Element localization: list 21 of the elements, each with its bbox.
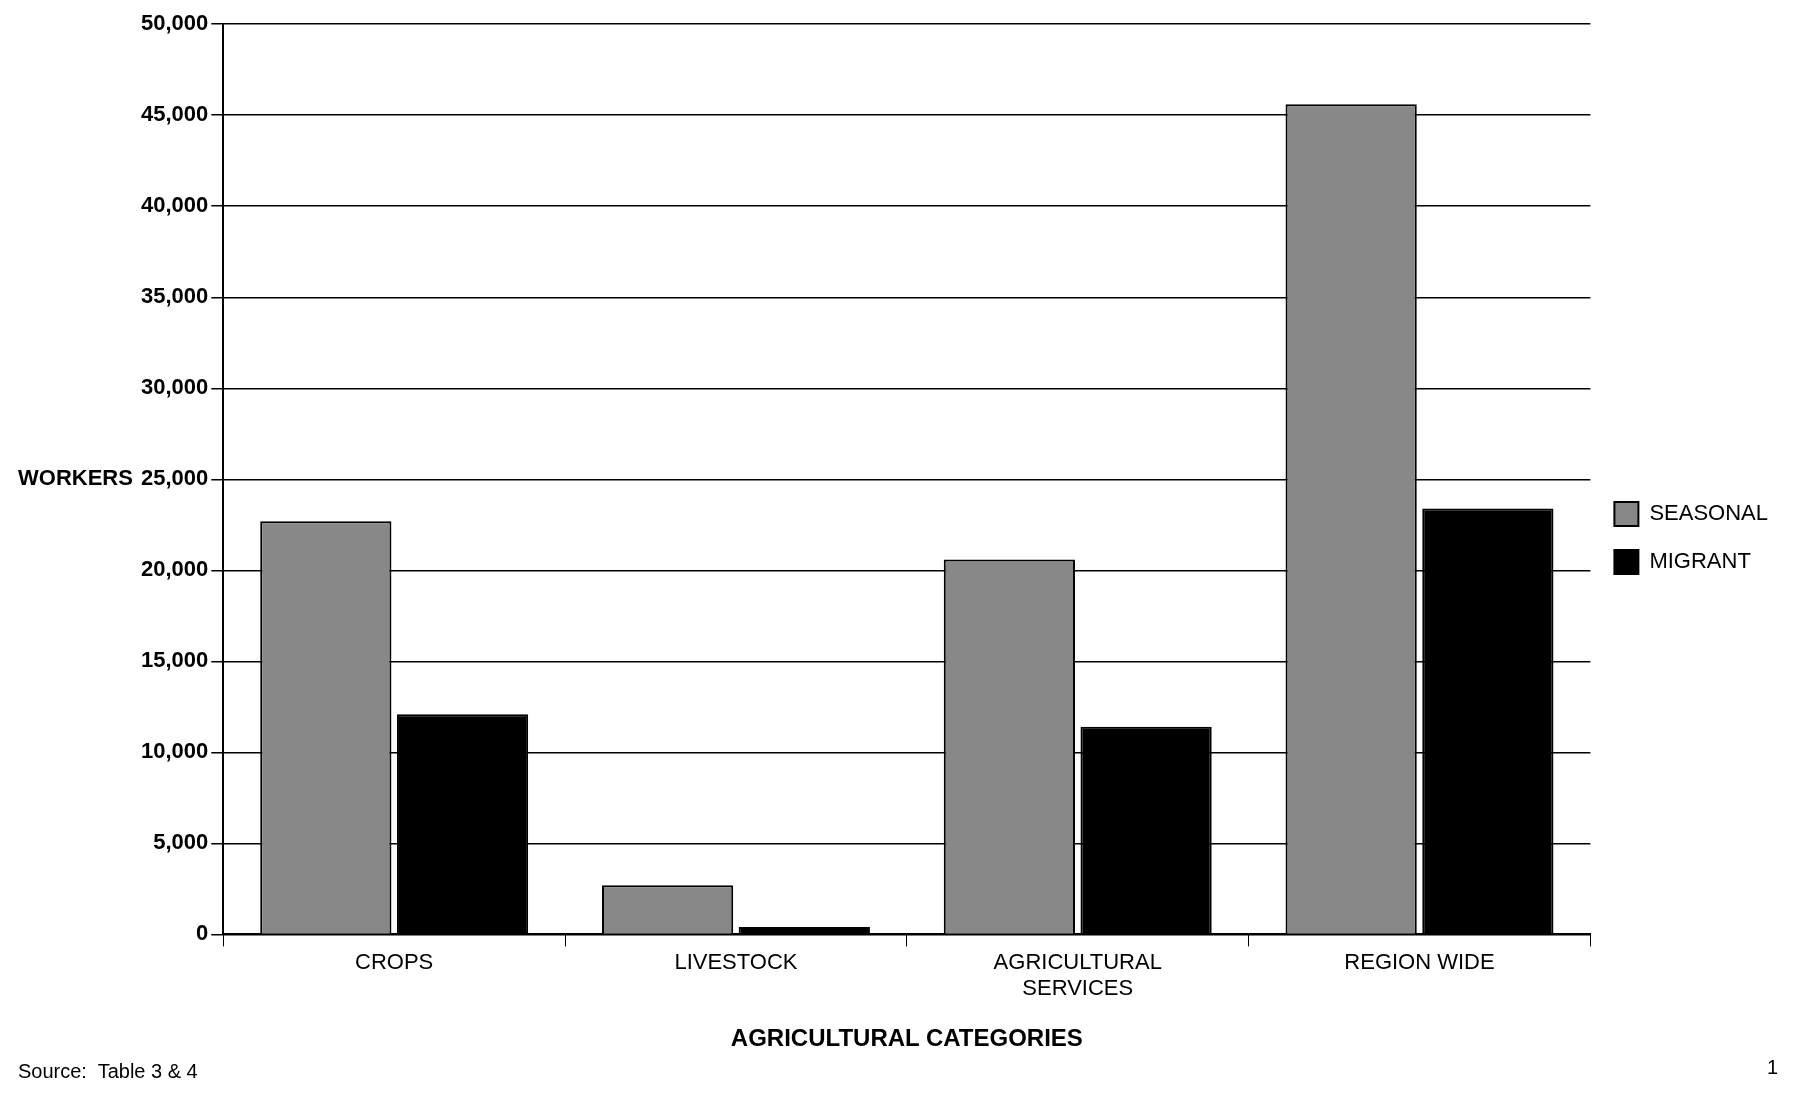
y-tick-label: 15,000 bbox=[140, 647, 209, 673]
y-tick-label: 20,000 bbox=[140, 556, 209, 582]
y-tick-label: 45,000 bbox=[140, 101, 209, 127]
legend-label: SEASONAL bbox=[1649, 500, 1768, 526]
y-tick-label: 25,000 bbox=[140, 465, 209, 491]
y-tick-label: 10,000 bbox=[140, 738, 209, 764]
y-tick-label: 40,000 bbox=[140, 192, 209, 218]
legend-label: MIGRANT bbox=[1649, 548, 1751, 574]
y-tick-label: 30,000 bbox=[140, 374, 209, 400]
y-tick-label: 0 bbox=[196, 920, 209, 946]
y-axis-title: WORKERS bbox=[18, 465, 133, 491]
y-tick-label: 50,000 bbox=[140, 10, 209, 36]
x-tick-label: LIVESTOCK bbox=[674, 948, 798, 974]
text: 1 bbox=[1766, 1055, 1778, 1078]
x-tick-label: AGRICULTURAL SERVICES bbox=[993, 948, 1162, 1001]
source-note: Source: Table 3 & 4 bbox=[18, 1059, 198, 1082]
y-tick-label: 5,000 bbox=[153, 829, 209, 855]
x-axis-title: AGRICULTURAL CATEGORIES bbox=[730, 1024, 1083, 1052]
x-tick-label: REGION WIDE bbox=[1344, 948, 1495, 974]
x-tick-label: CROPS bbox=[355, 948, 434, 974]
y-tick-label: 35,000 bbox=[140, 283, 209, 309]
